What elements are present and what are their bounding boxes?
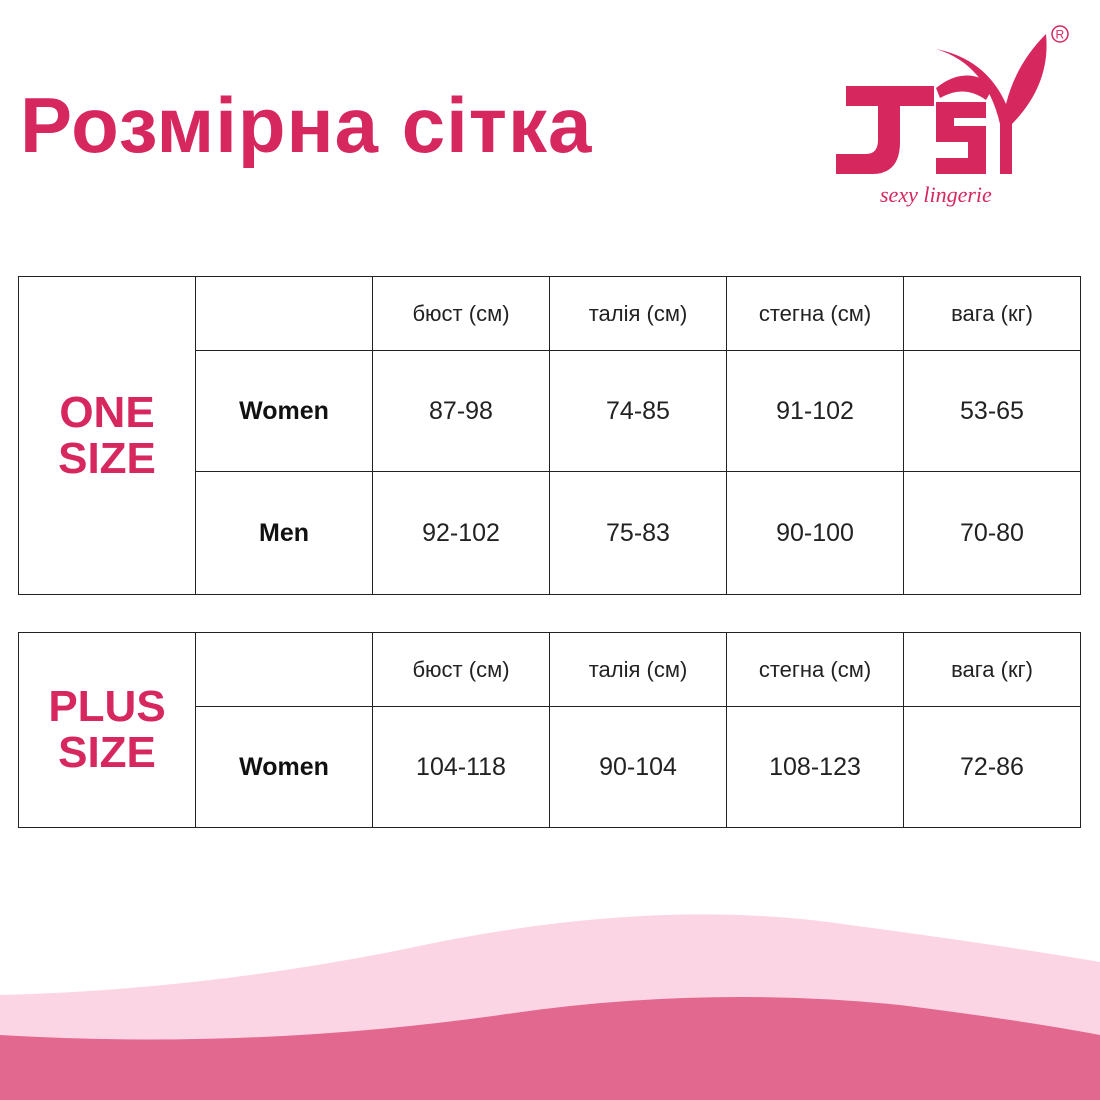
cell: 53-65 (903, 350, 1081, 472)
cell: 108-123 (726, 706, 904, 828)
cell: 104-118 (372, 706, 550, 828)
svg-text:R: R (1056, 28, 1065, 42)
table-row: Women 104-118 90-104 108-123 72-86 (19, 706, 1081, 828)
cell: 92-102 (372, 471, 550, 595)
brand-tagline: sexy lingerie (880, 182, 992, 207)
decorative-waves (0, 914, 1100, 1100)
empty-header (195, 632, 373, 707)
col-header: бюст (см) (372, 276, 550, 351)
brand-logo: sexy lingerie R (836, 25, 1069, 207)
row-label: Women (195, 706, 373, 828)
table-row: Men 92-102 75-83 90-100 70-80 (19, 471, 1081, 595)
cell: 74-85 (549, 350, 727, 472)
col-header: вага (кг) (903, 276, 1081, 351)
cell: 72-86 (903, 706, 1081, 828)
col-header: стегна (см) (726, 632, 904, 707)
col-header: вага (кг) (903, 632, 1081, 707)
one-size-table: ONE SIZE бюст (см) талія (см) стегна (см)… (18, 276, 1081, 595)
cell: 75-83 (549, 471, 727, 595)
cell: 87-98 (372, 350, 550, 472)
table-row: Women 87-98 74-85 91-102 53-65 (19, 350, 1081, 472)
plus-size-table: PLUS SIZE бюст (см) талія (см) стегна (см… (18, 632, 1081, 828)
cell: 90-104 (549, 706, 727, 828)
size-label: ONE SIZE (18, 276, 196, 595)
row-label: Men (195, 471, 373, 595)
page-title: Розмірна сітка (20, 81, 593, 169)
cell: 90-100 (726, 471, 904, 595)
col-header: бюст (см) (372, 632, 550, 707)
row-label: Women (195, 350, 373, 472)
col-header: талія (см) (549, 632, 727, 707)
size-label: PLUS SIZE (18, 632, 196, 828)
cell: 91-102 (726, 350, 904, 472)
col-header: стегна (см) (726, 276, 904, 351)
col-header: талія (см) (549, 276, 727, 351)
empty-header (195, 276, 373, 351)
cell: 70-80 (903, 471, 1081, 595)
